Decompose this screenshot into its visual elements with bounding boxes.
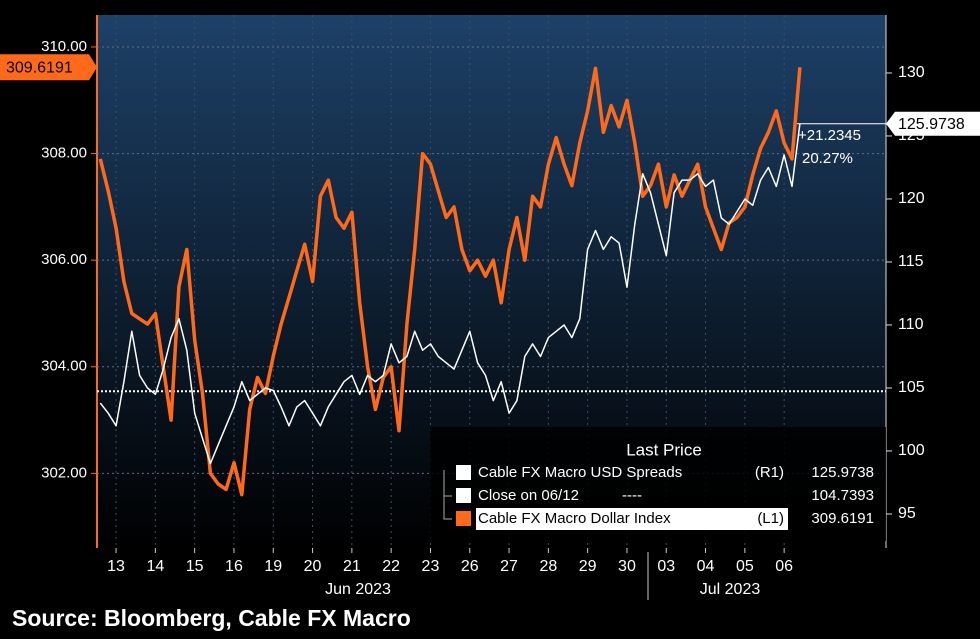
x-tick-label: 27 <box>500 558 518 575</box>
y-tick-label: 306.00 <box>41 251 87 268</box>
legend-value: 309.6191 <box>811 510 874 527</box>
x-tick-label: 16 <box>225 558 243 575</box>
legend-label: Cable FX Macro USD Spreads <box>478 464 682 481</box>
x-tick-label: 28 <box>539 558 557 575</box>
legend-swatch <box>456 511 471 526</box>
last-value-flag <box>886 111 980 136</box>
last-value-label: 309.6191 <box>6 60 73 77</box>
x-tick-label: 15 <box>186 558 204 575</box>
legend-bracket <box>443 470 452 520</box>
series-line <box>99 123 801 465</box>
y2-tick-label: 105 <box>898 379 925 396</box>
legend-value: 104.7393 <box>811 487 874 504</box>
lines <box>98 66 802 497</box>
x-tick-label: 19 <box>264 558 282 575</box>
x-tick-label: 04 <box>697 558 715 575</box>
x-tick-label: 23 <box>422 558 440 575</box>
legend-label: Cable FX Macro Dollar Index <box>478 510 671 527</box>
x-tick-label: 14 <box>146 558 164 575</box>
x-tick-label: 30 <box>618 558 636 575</box>
x-tick-label: 03 <box>657 558 675 575</box>
x-tick-label: 20 <box>304 558 322 575</box>
x-tick-label: 05 <box>736 558 754 575</box>
legend-label: Close on 06/12 <box>478 487 579 504</box>
legend-swatch <box>456 465 471 480</box>
annotation: 20.27% <box>802 150 853 167</box>
y2-tick-label: 115 <box>898 253 924 270</box>
y2-tick-label: 100 <box>898 442 925 459</box>
x-tick-label: 06 <box>775 558 793 575</box>
legend-value: 125.9738 <box>811 464 874 481</box>
legend-title: Last Price <box>626 440 702 459</box>
series-line <box>98 66 802 497</box>
x-tick-label: 22 <box>382 558 400 575</box>
y-tick-label: 304.00 <box>41 358 87 375</box>
last-value-flag <box>0 54 97 81</box>
month-label: Jul 2023 <box>700 581 761 598</box>
x-tick-label: 13 <box>107 558 125 575</box>
legend-highlight <box>476 508 788 530</box>
legend-style: ---- <box>622 487 642 504</box>
y2-tick-label: 95 <box>898 505 916 522</box>
y-tick-label: 308.00 <box>41 145 87 162</box>
y2-tick-label: 110 <box>898 316 924 333</box>
legend-axis: (R1) <box>755 464 784 481</box>
x-tick-label: 26 <box>461 558 479 575</box>
legend-axis: (L1) <box>757 510 784 527</box>
foreground: 302.00 304.00 306.00 308.00 310.00 95 100 105 11… <box>0 38 980 598</box>
x-tick-label: 29 <box>579 558 597 575</box>
month-label: Jun 2023 <box>325 581 391 598</box>
last-value-label: 125.9738 <box>898 116 965 133</box>
annotation: +21.2345 <box>798 127 861 144</box>
y-tick-label: 302.00 <box>41 464 87 481</box>
y2-tick-label: 120 <box>898 190 925 207</box>
y-tick-label: 310.00 <box>41 38 87 55</box>
y2-tick-label: 130 <box>898 64 925 81</box>
source: Source: Bloomberg, Cable FX Macro <box>12 605 411 631</box>
legend-swatch <box>456 488 471 503</box>
x-tick-label: 21 <box>343 558 361 575</box>
